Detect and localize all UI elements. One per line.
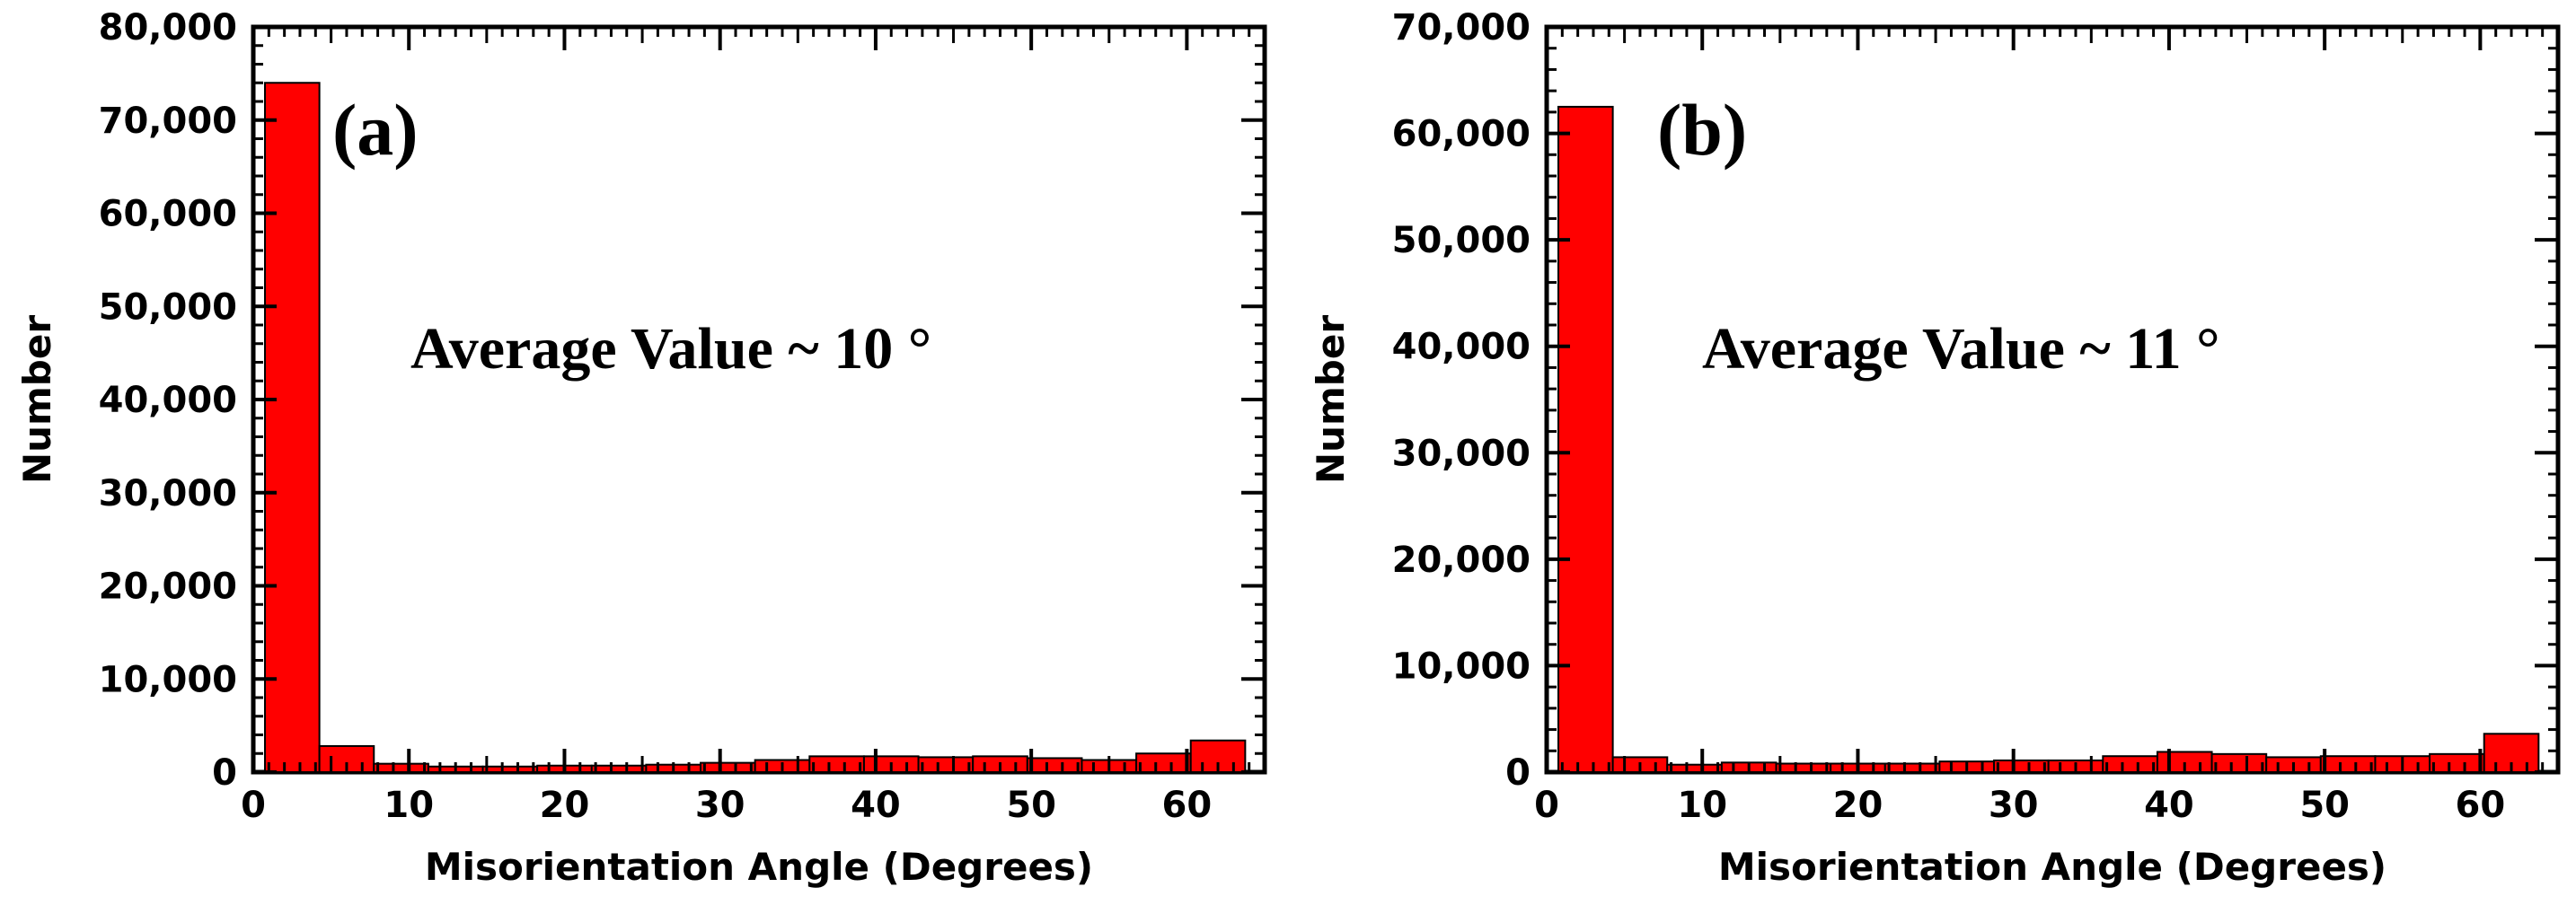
plot-frame-b <box>1544 24 2561 775</box>
chart-panel-a: 0 10,000 20,000 30,000 40,000 50,000 60,000 70,… <box>15 7 1267 889</box>
y-tick-label-b-7: 70,000 <box>1392 7 1531 48</box>
x-tick-label-a-1: 10 <box>384 785 434 826</box>
ticks-a <box>251 25 1266 774</box>
bar-b-8 <box>1993 759 2050 774</box>
y-tick-label-a-8: 80,000 <box>99 7 237 48</box>
y-tick-label-b-4: 40,000 <box>1392 327 1531 368</box>
bar-a-4 <box>481 765 539 774</box>
y-tick-labels-b: 0 10,000 20,000 30,000 40,000 50,000 60,000 70,… <box>1392 7 1531 794</box>
y-tick-label-a-2: 20,000 <box>99 567 237 608</box>
ticks-b <box>1545 25 2560 774</box>
average-value-annotation-b: Average Value ~ 11 ° <box>1702 316 2219 382</box>
x-tick-label-a-4: 40 <box>851 785 901 826</box>
panel-label-b: (b) <box>1657 89 1747 171</box>
y-tick-label-a-3: 30,000 <box>99 473 237 514</box>
y-tick-label-b-5: 50,000 <box>1392 220 1531 261</box>
x-tick-label-a-3: 30 <box>695 785 745 826</box>
x-tick-label-b-2: 20 <box>1833 785 1883 826</box>
bar-b-4 <box>1775 762 1832 773</box>
x-tick-label-b-3: 30 <box>1989 785 2039 826</box>
chart-panel-b: 0 10,000 20,000 30,000 40,000 50,000 60,000 70,… <box>1309 7 2561 889</box>
bar-b-12 <box>2210 752 2268 773</box>
x-axis-title-b: Misorientation Angle (Degrees) <box>1718 845 2386 889</box>
bars-b <box>1557 105 2540 774</box>
y-tick-label-a-5: 50,000 <box>99 286 237 328</box>
x-tick-label-b-0: 0 <box>1534 785 1559 826</box>
bar-a-12 <box>917 756 975 774</box>
y-tick-labels-a: 0 10,000 20,000 30,000 40,000 50,000 60,000 70,… <box>99 7 237 794</box>
bar-b-16 <box>2429 752 2485 773</box>
bar-a-8 <box>700 761 756 773</box>
bar-b-2 <box>1666 763 1723 774</box>
bar-a-0 <box>263 82 321 773</box>
y-tick-label-b-6: 60,000 <box>1392 114 1531 155</box>
bar-a-10 <box>808 755 865 773</box>
bar-a-16 <box>1135 752 1192 773</box>
bar-a-2 <box>373 762 429 773</box>
bar-a-14 <box>1026 757 1083 773</box>
y-tick-label-a-1: 10,000 <box>99 659 237 700</box>
y-tick-label-a-6: 60,000 <box>99 194 237 235</box>
x-tick-label-a-2: 20 <box>540 785 590 826</box>
bar-b-0 <box>1557 105 1614 773</box>
x-tick-label-a-5: 50 <box>1006 785 1056 826</box>
y-tick-label-b-1: 10,000 <box>1392 646 1531 687</box>
bar-b-6 <box>1883 762 1941 773</box>
y-tick-label-b-0: 0 <box>1505 752 1531 794</box>
y-tick-label-a-0: 0 <box>212 752 237 794</box>
y-tick-label-a-7: 70,000 <box>99 101 237 142</box>
x-tick-label-a-6: 60 <box>1162 785 1213 826</box>
bar-b-10 <box>2102 755 2158 774</box>
average-value-annotation-a: Average Value ~ 10 ° <box>410 316 931 382</box>
bar-b-14 <box>2319 755 2377 774</box>
y-axis-title-b: Number <box>1309 315 1353 484</box>
x-axis-title-a: Misorientation Angle (Degrees) <box>425 845 1093 889</box>
y-tick-label-b-2: 20,000 <box>1392 540 1531 581</box>
x-tick-labels-a: 0 10 20 30 40 50 60 <box>241 785 1212 826</box>
x-tick-label-b-1: 10 <box>1677 785 1727 826</box>
x-tick-label-b-5: 50 <box>2299 785 2350 826</box>
plot-frame-a <box>251 24 1267 775</box>
x-tick-label-b-4: 40 <box>2144 785 2194 826</box>
panel-label-a: (a) <box>332 89 419 171</box>
x-tick-label-b-6: 60 <box>2456 785 2506 826</box>
y-tick-label-b-3: 30,000 <box>1392 433 1531 474</box>
y-axis-title-a: Number <box>15 315 59 484</box>
x-tick-labels-b: 0 10 20 30 40 50 60 <box>1534 785 2505 826</box>
y-tick-label-a-4: 40,000 <box>99 380 237 421</box>
bar-a-6 <box>590 764 648 773</box>
x-tick-label-a-0: 0 <box>241 785 266 826</box>
